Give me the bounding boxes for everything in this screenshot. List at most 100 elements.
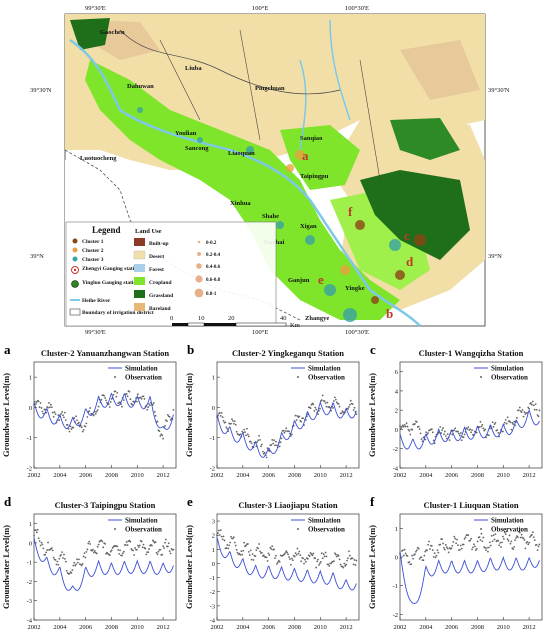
observation-point — [345, 563, 348, 566]
observation-point — [482, 536, 485, 539]
observation-point — [504, 533, 507, 536]
observation-point — [532, 404, 535, 407]
place-label: Xigan — [300, 223, 317, 230]
observation-point — [346, 559, 348, 562]
observation-point — [318, 564, 320, 566]
legend-observation-symbol — [114, 528, 116, 530]
observation-point — [246, 543, 249, 545]
observation-point — [311, 554, 314, 557]
observation-point — [427, 432, 429, 434]
observation-point — [168, 415, 171, 418]
observation-point — [279, 441, 282, 444]
x-tick-label: 2002 — [211, 472, 224, 479]
place-label: Taipingpu — [300, 173, 329, 180]
observation-point — [220, 535, 223, 538]
y-axis-label: Groundwater Level(m) — [367, 525, 377, 609]
observation-point — [44, 553, 47, 556]
observation-point — [249, 549, 252, 552]
place-label: Zhangye — [305, 315, 329, 322]
observation-point — [508, 420, 511, 422]
observation-point — [420, 438, 423, 441]
observation-point — [105, 399, 107, 402]
observation-point — [417, 425, 420, 428]
legend-observation-label: Observation — [491, 526, 528, 534]
legend-station-symbol — [71, 280, 79, 288]
observation-point — [152, 402, 155, 404]
observation-point — [355, 413, 358, 416]
observation-point — [300, 560, 303, 563]
observation-point — [75, 415, 78, 418]
observation-point — [75, 563, 78, 566]
observation-point — [84, 425, 87, 428]
observation-point — [222, 535, 225, 538]
observation-point — [418, 428, 421, 430]
observation-point — [52, 556, 55, 559]
legend-cluster-2-symbol — [72, 247, 78, 253]
observation-point — [259, 550, 261, 553]
observation-point — [85, 550, 88, 553]
observation-point — [443, 433, 445, 436]
observation-point — [321, 557, 324, 560]
observation-point — [502, 430, 504, 433]
observation-point — [431, 431, 434, 434]
observation-point — [460, 439, 463, 442]
observation-point — [434, 556, 437, 559]
observation-point — [136, 393, 139, 396]
observation-point — [270, 548, 273, 550]
observation-point — [261, 443, 263, 446]
x-tick-label: 2008 — [471, 472, 484, 479]
observation-point — [290, 557, 293, 560]
observation-point — [235, 548, 238, 551]
scale-tick: 20 — [228, 315, 235, 322]
chart-title: Cluster-1 Liuquan Station — [423, 500, 518, 510]
observation-point — [417, 547, 420, 550]
legend-station-zhengyi: Zhengyi Gauging station — [82, 266, 140, 272]
observation-point — [291, 559, 294, 562]
x-tick-label: 2008 — [288, 624, 301, 631]
observation-point — [463, 433, 466, 436]
observation-point — [411, 428, 414, 431]
legend-station-dot — [73, 268, 77, 272]
heihe-river — [69, 38, 421, 327]
observation-point — [280, 437, 283, 440]
x-tick-label: 2010 — [314, 472, 327, 479]
y-tick-label: -3 — [27, 598, 32, 605]
observation-point — [473, 545, 476, 548]
scale-bar: 0 10 20 40 Km — [170, 315, 300, 329]
legend-size-symbol — [197, 252, 201, 256]
legend-cluster-1-symbol — [72, 238, 78, 244]
y-tick-label: 1 — [212, 375, 215, 382]
observation-point — [47, 541, 49, 544]
observation-point — [333, 552, 336, 555]
observation-point — [156, 553, 159, 556]
observation-point — [404, 425, 407, 428]
observation-point — [337, 403, 340, 405]
observation-point — [142, 395, 145, 398]
observation-point — [87, 542, 90, 545]
cropland-corridor — [85, 60, 400, 320]
place-label: Liuba — [185, 65, 202, 72]
observation-point — [72, 564, 75, 567]
y-tick-label: -2 — [210, 466, 215, 473]
observation-point — [220, 412, 223, 414]
observation-point — [298, 415, 301, 418]
observation-point — [494, 421, 497, 424]
observation-point — [295, 419, 298, 421]
observation-point — [415, 421, 418, 423]
observation-point — [342, 411, 345, 414]
observation-point — [294, 414, 297, 417]
observation-point — [169, 418, 172, 421]
observation-point — [315, 566, 318, 569]
place-label: Shahe — [262, 213, 279, 220]
legend-observation-symbol — [114, 376, 116, 378]
observation-point — [479, 539, 482, 541]
legend-landuse-swatch — [134, 290, 145, 298]
observation-point — [339, 563, 342, 566]
observation-point — [259, 438, 261, 441]
legend-size-label: 0.6-0.8 — [206, 278, 221, 283]
observation-point — [429, 548, 431, 550]
legend-size-label: 0.4-0.6 — [206, 265, 221, 270]
lon-label-top: 100°30'E — [345, 5, 369, 12]
observation-point — [242, 549, 245, 552]
observation-point — [225, 426, 228, 429]
